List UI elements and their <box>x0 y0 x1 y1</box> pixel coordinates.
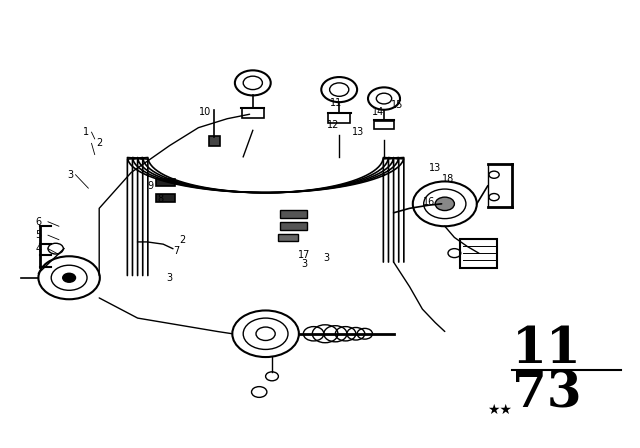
Bar <box>156 194 175 202</box>
Text: 18: 18 <box>442 174 454 184</box>
Bar <box>280 222 307 230</box>
Text: 2: 2 <box>96 138 102 148</box>
Text: 13: 13 <box>429 163 442 173</box>
Text: 3: 3 <box>301 259 307 269</box>
Text: 3: 3 <box>323 253 330 263</box>
Bar <box>280 210 307 218</box>
Text: 10: 10 <box>198 107 211 117</box>
Bar <box>209 136 220 146</box>
Text: 13: 13 <box>352 127 365 137</box>
Text: 16: 16 <box>422 197 435 207</box>
Text: 3: 3 <box>67 170 74 180</box>
Text: 15: 15 <box>390 100 403 110</box>
Text: 14: 14 <box>371 107 384 117</box>
Text: 73: 73 <box>513 370 582 419</box>
Circle shape <box>63 273 76 282</box>
Bar <box>242 108 264 118</box>
Text: 7: 7 <box>173 246 179 256</box>
Text: 6: 6 <box>35 217 42 227</box>
Bar <box>278 234 298 241</box>
Text: 17: 17 <box>298 250 310 260</box>
Text: 8: 8 <box>157 194 163 204</box>
Text: 9: 9 <box>147 181 154 191</box>
Bar <box>328 113 351 123</box>
Bar <box>156 179 175 186</box>
Text: 12: 12 <box>326 121 339 130</box>
Text: 2: 2 <box>179 235 186 245</box>
Text: 1: 1 <box>83 127 90 137</box>
Bar <box>374 121 394 129</box>
Text: ★★: ★★ <box>486 403 512 417</box>
Text: 11: 11 <box>513 325 582 374</box>
Circle shape <box>435 197 454 211</box>
Text: 4: 4 <box>35 244 42 254</box>
Text: 3: 3 <box>166 273 173 283</box>
Text: 11: 11 <box>330 98 342 108</box>
Bar <box>460 238 497 267</box>
Text: 5: 5 <box>35 230 42 240</box>
